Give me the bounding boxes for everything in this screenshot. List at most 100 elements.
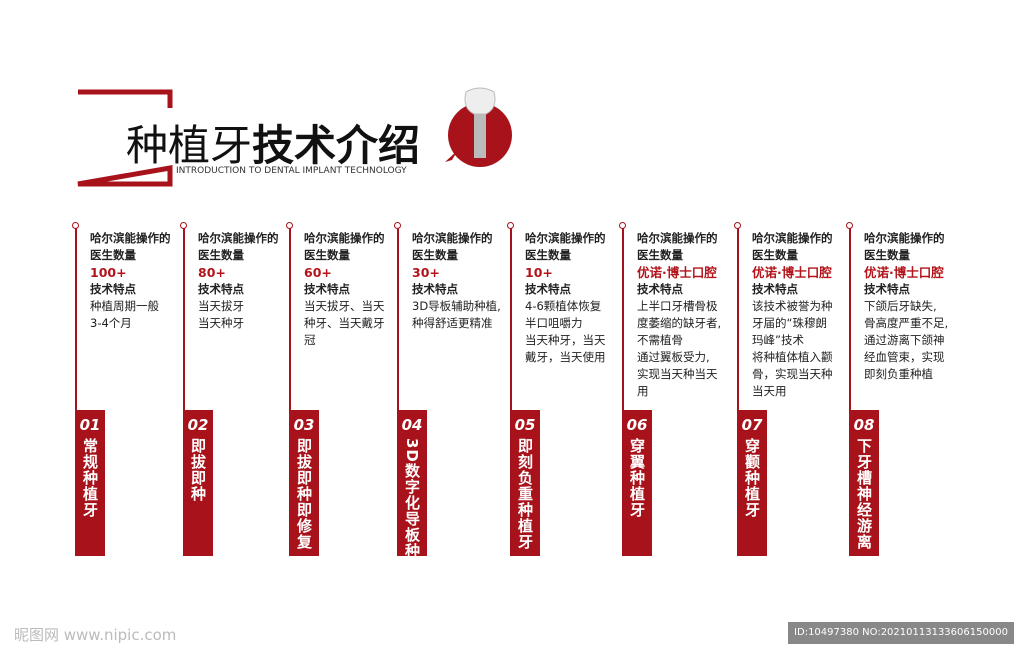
label: 医生数量 <box>752 248 798 262</box>
item-number: 05 <box>514 416 536 434</box>
item-bar: 06 穿翼种植牙 <box>622 410 652 556</box>
item-text: 哈尔滨能操作的 医生数量 60+ 技术特点 当天拔牙、当天 种牙、当天戴牙冠 <box>304 230 385 349</box>
item-name: 即拔即种 <box>189 438 207 502</box>
item-number: 04 <box>401 416 423 434</box>
title-light: 种植牙 <box>126 121 253 170</box>
desc-line: 当天种牙，当天 <box>525 333 606 347</box>
count: 80+ <box>198 265 226 280</box>
title-bold: 技术介绍 <box>252 121 421 170</box>
timeline-dot <box>286 222 293 229</box>
desc-line: 牙届的“珠穆朗 <box>752 316 827 330</box>
icon-screw <box>474 114 486 158</box>
count: 60+ <box>304 265 332 280</box>
desc-line: 种牙、当天戴牙 <box>304 316 385 330</box>
desc-line: 下颌后牙缺失, <box>864 299 937 313</box>
label: 哈尔滨能操作的 <box>304 231 385 245</box>
item-number: 06 <box>626 416 648 434</box>
watermark-site: 昵图网 www.nipic.com <box>14 626 177 644</box>
timeline-line <box>289 226 291 410</box>
desc-line: 实现当天种当天 <box>637 367 718 381</box>
item-name: 穿翼种植牙 <box>628 438 646 518</box>
item-name: 即刻负重种植牙 <box>516 438 534 550</box>
desc-line: 半口咀嚼力 <box>525 316 583 330</box>
label: 医生数量 <box>525 248 571 262</box>
label: 哈尔滨能操作的 <box>752 231 833 245</box>
item-text: 哈尔滨能操作的 医生数量 30+ 技术特点 3D导板辅助种植, 种得舒适更精准 <box>412 230 501 332</box>
count: 10+ <box>525 265 553 280</box>
timeline-line <box>75 226 77 410</box>
desc-line: 将种植体植入颧 <box>752 350 833 364</box>
subtitle: INTRODUCTION TO DENTAL IMPLANT TECHNOLOG… <box>176 166 407 176</box>
label: 哈尔滨能操作的 <box>864 231 945 245</box>
count: 优诺·博士口腔 <box>752 265 832 280</box>
label: 技术特点 <box>752 282 798 296</box>
item-text: 哈尔滨能操作的 医生数量 80+ 技术特点 当天拔牙 当天种牙 <box>198 230 279 332</box>
desc-line: 玛峰”技术 <box>752 333 804 347</box>
desc-line: 4-6颗植体恢复 <box>525 299 602 313</box>
icon-tooth <box>464 87 496 115</box>
desc-line: 当天拔牙 <box>198 299 244 313</box>
count: 100+ <box>90 265 127 280</box>
timeline-dot <box>72 222 79 229</box>
count: 优诺·博士口腔 <box>864 265 944 280</box>
label: 哈尔滨能操作的 <box>525 231 606 245</box>
desc-line: 骨，实现当天种 <box>752 367 833 381</box>
desc-line: 上半口牙槽骨极 <box>637 299 718 313</box>
watermark-id: ID:10497380 NO:20210113133606150000 <box>788 622 1014 644</box>
label: 技术特点 <box>412 282 458 296</box>
label: 哈尔滨能操作的 <box>90 231 171 245</box>
item-text: 哈尔滨能操作的 医生数量 100+ 技术特点 种植周期一般 3-4个月 <box>90 230 171 332</box>
timeline-dot <box>180 222 187 229</box>
item-bar: 01 常规种植牙 <box>75 410 105 556</box>
timeline-line <box>622 226 624 410</box>
label: 医生数量 <box>198 248 244 262</box>
item-bar: 05 即刻负重种植牙 <box>510 410 540 556</box>
desc-line: 当天拔牙、当天 <box>304 299 385 313</box>
desc-line: 当天种牙 <box>198 316 244 330</box>
label: 哈尔滨能操作的 <box>637 231 718 245</box>
label: 技术特点 <box>637 282 683 296</box>
label: 技术特点 <box>525 282 571 296</box>
item-number: 07 <box>741 416 763 434</box>
desc-line: 3D导板辅助种植, <box>412 299 501 313</box>
frame <box>77 89 173 187</box>
desc-line: 通过翼板受力, <box>637 350 710 364</box>
item-text: 哈尔滨能操作的 医生数量 10+ 技术特点 4-6颗植体恢复 半口咀嚼力当天种牙，当天 戴牙… <box>525 230 606 366</box>
label: 哈尔滨能操作的 <box>198 231 279 245</box>
timeline-dot <box>507 222 514 229</box>
item-number: 03 <box>293 416 315 434</box>
item-bar: 03 即拔即种即修复 <box>289 410 319 556</box>
item-name: 即拔即种即修复 <box>295 438 313 550</box>
desc-line: 不需植骨 <box>637 333 683 347</box>
timeline-dot <box>619 222 626 229</box>
item-text: 哈尔滨能操作的 医生数量 优诺·博士口腔 技术特点 上半口牙槽骨极 度萎缩的缺牙者, 不需植… <box>637 230 721 400</box>
label: 医生数量 <box>637 248 683 262</box>
item-name: 3D数字化导板种植牙 <box>373 438 421 575</box>
item-name: 常规种植牙 <box>81 438 99 518</box>
desc-line: 当天用 <box>752 384 787 398</box>
timeline-line <box>737 226 739 410</box>
item-number: 02 <box>187 416 209 434</box>
timeline-line <box>397 226 399 410</box>
item-text: 哈尔滨能操作的 医生数量 优诺·博士口腔 技术特点 该技术被誉为种 牙届的“珠穆朗 玛峰”技… <box>752 230 833 400</box>
timeline-line <box>510 226 512 410</box>
item-number: 01 <box>79 416 101 434</box>
timeline-dot <box>846 222 853 229</box>
item-text: 哈尔滨能操作的 医生数量 优诺·博士口腔 技术特点 下颌后牙缺失, 骨高度严重不足, 通过游… <box>864 230 948 383</box>
desc-line: 3-4个月 <box>90 316 132 330</box>
desc-line: 经血管束，实现 <box>864 350 945 364</box>
item-name: 下牙槽神经游离 <box>855 438 873 550</box>
count: 优诺·博士口腔 <box>637 265 717 280</box>
item-name: 穿颧种植牙 <box>743 438 761 518</box>
item-bar: 02 即拔即种 <box>183 410 213 556</box>
desc-line: 戴牙，当天使用 <box>525 350 606 364</box>
desc-line: 即刻负重种植 <box>864 367 933 381</box>
item-number: 08 <box>853 416 875 434</box>
desc-line: 冠 <box>304 333 316 347</box>
item-bar: 08 下牙槽神经游离 <box>849 410 879 556</box>
timeline-line <box>183 226 185 410</box>
item-bar: 07 穿颧种植牙 <box>737 410 767 556</box>
desc-line: 通过游离下颌神 <box>864 333 945 347</box>
